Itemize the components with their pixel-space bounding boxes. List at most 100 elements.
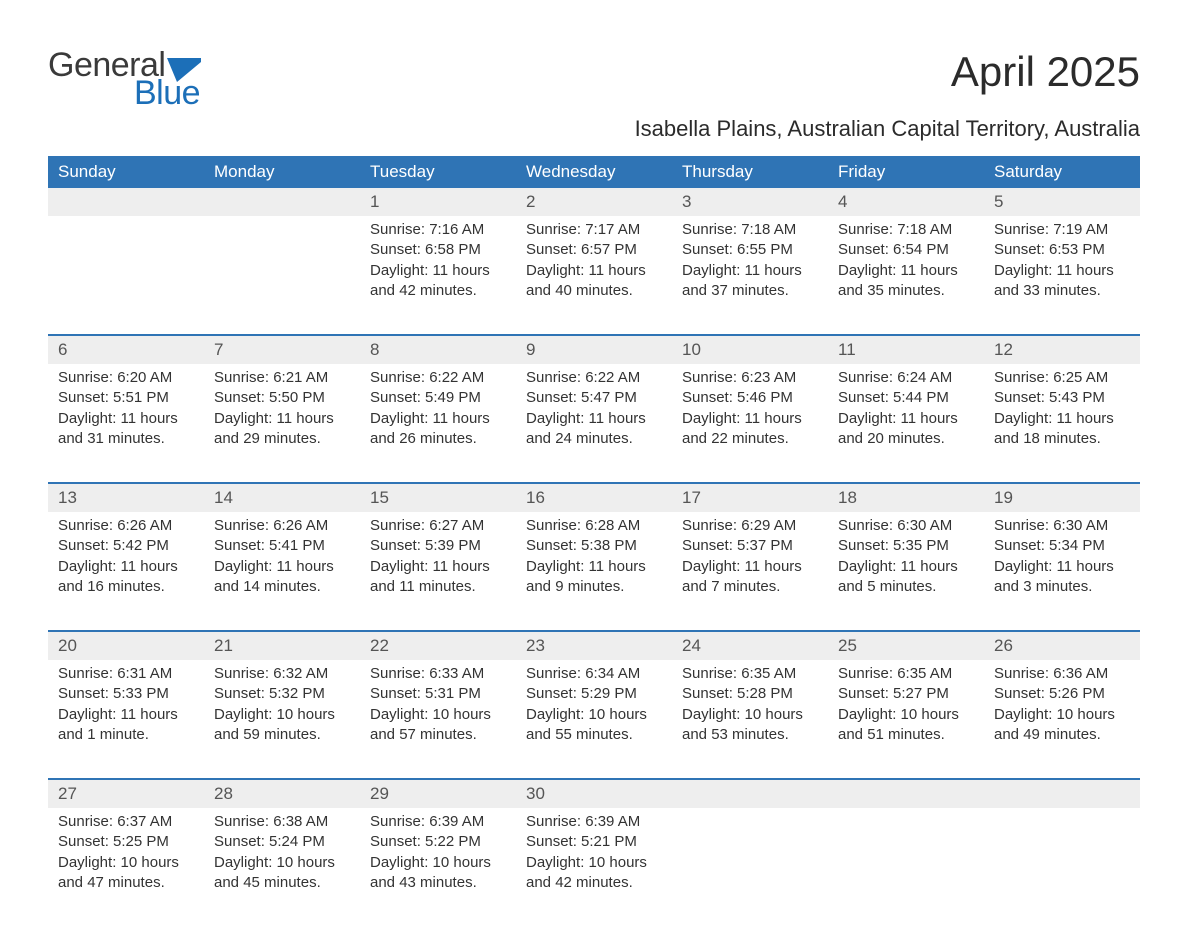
daylight-text: Daylight: 11 hours xyxy=(682,261,818,281)
sunrise-text: Sunrise: 6:26 AM xyxy=(58,516,194,536)
calendar-cell: 12Sunrise: 6:25 AMSunset: 5:43 PMDayligh… xyxy=(984,336,1140,482)
calendar-week-row: 6Sunrise: 6:20 AMSunset: 5:51 PMDaylight… xyxy=(48,336,1140,482)
daylight-text: Daylight: 10 hours xyxy=(370,853,506,873)
daylight-text: Daylight: 10 hours xyxy=(58,853,194,873)
day-number: 27 xyxy=(48,780,204,808)
day-details: Sunrise: 6:22 AMSunset: 5:47 PMDaylight:… xyxy=(516,364,672,459)
sunset-text: Sunset: 5:25 PM xyxy=(58,832,194,852)
sunset-text: Sunset: 5:39 PM xyxy=(370,536,506,556)
sunset-text: Sunset: 6:55 PM xyxy=(682,240,818,260)
day-details: Sunrise: 6:35 AMSunset: 5:28 PMDaylight:… xyxy=(672,660,828,755)
sunrise-text: Sunrise: 7:16 AM xyxy=(370,220,506,240)
daylight-text: and 11 minutes. xyxy=(370,577,506,597)
calendar-cell: 24Sunrise: 6:35 AMSunset: 5:28 PMDayligh… xyxy=(672,632,828,778)
day-number: 28 xyxy=(204,780,360,808)
sunrise-text: Sunrise: 7:19 AM xyxy=(994,220,1130,240)
daylight-text: and 24 minutes. xyxy=(526,429,662,449)
calendar-cell: 10Sunrise: 6:23 AMSunset: 5:46 PMDayligh… xyxy=(672,336,828,482)
calendar-cell: 19Sunrise: 6:30 AMSunset: 5:34 PMDayligh… xyxy=(984,484,1140,630)
daylight-text: Daylight: 10 hours xyxy=(214,853,350,873)
sunset-text: Sunset: 6:53 PM xyxy=(994,240,1130,260)
calendar-cell: 16Sunrise: 6:28 AMSunset: 5:38 PMDayligh… xyxy=(516,484,672,630)
daylight-text: Daylight: 11 hours xyxy=(370,409,506,429)
day-details: Sunrise: 6:36 AMSunset: 5:26 PMDaylight:… xyxy=(984,660,1140,755)
calendar-cell: 18Sunrise: 6:30 AMSunset: 5:35 PMDayligh… xyxy=(828,484,984,630)
day-number: 14 xyxy=(204,484,360,512)
sunset-text: Sunset: 5:47 PM xyxy=(526,388,662,408)
daylight-text: Daylight: 11 hours xyxy=(526,261,662,281)
calendar-cell: 26Sunrise: 6:36 AMSunset: 5:26 PMDayligh… xyxy=(984,632,1140,778)
weekday-header: Tuesday xyxy=(360,156,516,188)
logo-word-blue: Blue xyxy=(134,76,201,110)
day-number: 2 xyxy=(516,188,672,216)
day-number: 24 xyxy=(672,632,828,660)
sunrise-text: Sunrise: 6:37 AM xyxy=(58,812,194,832)
calendar-week-row: 27Sunrise: 6:37 AMSunset: 5:25 PMDayligh… xyxy=(48,780,1140,926)
day-details: Sunrise: 6:24 AMSunset: 5:44 PMDaylight:… xyxy=(828,364,984,459)
calendar-cell: 15Sunrise: 6:27 AMSunset: 5:39 PMDayligh… xyxy=(360,484,516,630)
sunrise-text: Sunrise: 6:30 AM xyxy=(838,516,974,536)
day-details xyxy=(828,808,984,822)
day-details: Sunrise: 6:22 AMSunset: 5:49 PMDaylight:… xyxy=(360,364,516,459)
calendar-cell xyxy=(672,780,828,926)
sunrise-text: Sunrise: 6:29 AM xyxy=(682,516,818,536)
weekday-header: Friday xyxy=(828,156,984,188)
day-details: Sunrise: 6:21 AMSunset: 5:50 PMDaylight:… xyxy=(204,364,360,459)
daylight-text: Daylight: 11 hours xyxy=(58,557,194,577)
day-details: Sunrise: 6:23 AMSunset: 5:46 PMDaylight:… xyxy=(672,364,828,459)
daylight-text: Daylight: 11 hours xyxy=(994,557,1130,577)
daylight-text: and 9 minutes. xyxy=(526,577,662,597)
calendar-cell: 11Sunrise: 6:24 AMSunset: 5:44 PMDayligh… xyxy=(828,336,984,482)
day-number: 25 xyxy=(828,632,984,660)
page-header: General Blue April 2025 xyxy=(48,48,1140,110)
day-number: 4 xyxy=(828,188,984,216)
calendar-cell: 1Sunrise: 7:16 AMSunset: 6:58 PMDaylight… xyxy=(360,188,516,334)
daylight-text: and 26 minutes. xyxy=(370,429,506,449)
day-details: Sunrise: 6:34 AMSunset: 5:29 PMDaylight:… xyxy=(516,660,672,755)
daylight-text: Daylight: 11 hours xyxy=(994,409,1130,429)
daylight-text: and 45 minutes. xyxy=(214,873,350,893)
sunrise-text: Sunrise: 6:21 AM xyxy=(214,368,350,388)
sunset-text: Sunset: 5:46 PM xyxy=(682,388,818,408)
sunrise-text: Sunrise: 6:22 AM xyxy=(526,368,662,388)
day-details: Sunrise: 7:19 AMSunset: 6:53 PMDaylight:… xyxy=(984,216,1140,311)
sunrise-text: Sunrise: 6:39 AM xyxy=(370,812,506,832)
day-number: 17 xyxy=(672,484,828,512)
day-details: Sunrise: 6:32 AMSunset: 5:32 PMDaylight:… xyxy=(204,660,360,755)
calendar-cell xyxy=(828,780,984,926)
calendar-cell: 25Sunrise: 6:35 AMSunset: 5:27 PMDayligh… xyxy=(828,632,984,778)
day-details: Sunrise: 6:33 AMSunset: 5:31 PMDaylight:… xyxy=(360,660,516,755)
sunset-text: Sunset: 5:35 PM xyxy=(838,536,974,556)
daylight-text: and 49 minutes. xyxy=(994,725,1130,745)
calendar-cell: 28Sunrise: 6:38 AMSunset: 5:24 PMDayligh… xyxy=(204,780,360,926)
day-number xyxy=(984,780,1140,808)
calendar-cell: 2Sunrise: 7:17 AMSunset: 6:57 PMDaylight… xyxy=(516,188,672,334)
daylight-text: and 51 minutes. xyxy=(838,725,974,745)
calendar-cell: 13Sunrise: 6:26 AMSunset: 5:42 PMDayligh… xyxy=(48,484,204,630)
sunset-text: Sunset: 5:37 PM xyxy=(682,536,818,556)
day-details: Sunrise: 6:26 AMSunset: 5:41 PMDaylight:… xyxy=(204,512,360,607)
location-subtitle: Isabella Plains, Australian Capital Terr… xyxy=(48,116,1140,142)
weekday-header: Thursday xyxy=(672,156,828,188)
daylight-text: Daylight: 11 hours xyxy=(994,261,1130,281)
daylight-text: and 1 minute. xyxy=(58,725,194,745)
daylight-text: and 5 minutes. xyxy=(838,577,974,597)
day-number: 20 xyxy=(48,632,204,660)
weekday-header: Monday xyxy=(204,156,360,188)
day-details xyxy=(204,216,360,230)
calendar-cell: 7Sunrise: 6:21 AMSunset: 5:50 PMDaylight… xyxy=(204,336,360,482)
daylight-text: and 20 minutes. xyxy=(838,429,974,449)
sunset-text: Sunset: 5:28 PM xyxy=(682,684,818,704)
daylight-text: Daylight: 11 hours xyxy=(838,261,974,281)
calendar-cell xyxy=(984,780,1140,926)
calendar-body: 1Sunrise: 7:16 AMSunset: 6:58 PMDaylight… xyxy=(48,188,1140,926)
day-number: 7 xyxy=(204,336,360,364)
day-number: 9 xyxy=(516,336,672,364)
day-number: 6 xyxy=(48,336,204,364)
day-details: Sunrise: 6:35 AMSunset: 5:27 PMDaylight:… xyxy=(828,660,984,755)
sunset-text: Sunset: 5:38 PM xyxy=(526,536,662,556)
daylight-text: and 53 minutes. xyxy=(682,725,818,745)
daylight-text: Daylight: 11 hours xyxy=(58,705,194,725)
sunrise-text: Sunrise: 6:27 AM xyxy=(370,516,506,536)
sunset-text: Sunset: 5:42 PM xyxy=(58,536,194,556)
